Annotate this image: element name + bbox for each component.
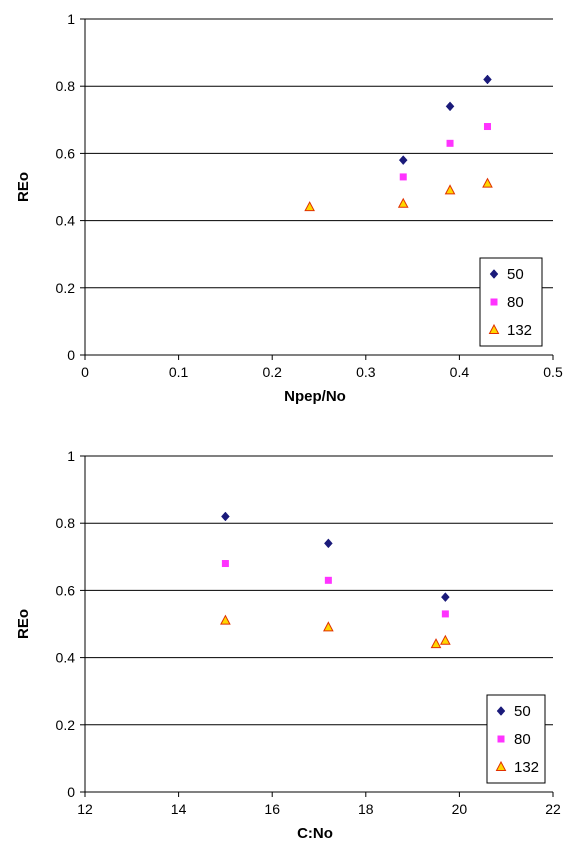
data-point-series-132 <box>440 634 451 645</box>
y-tick-label: 0.2 <box>56 717 76 733</box>
x-tick-label: 18 <box>358 801 374 817</box>
chart-bottom: 0 0.2 0.4 0.6 0.8 1 12 14 16 18 20 22 C:No REo 50 80 132 <box>15 448 561 842</box>
legend-marker-132 <box>488 323 500 334</box>
legend-label: 80 <box>507 294 524 311</box>
legend-marker-80 <box>490 298 498 306</box>
data-point-series-80 <box>324 576 332 584</box>
y-tick-label: 0.8 <box>56 515 76 531</box>
y-axis-label: REo <box>15 609 32 639</box>
legend-label: 132 <box>507 322 532 339</box>
x-tick-label: 14 <box>171 801 187 817</box>
data-point-series-132 <box>323 621 334 632</box>
data-point-series-80 <box>441 610 449 618</box>
data-point-series-132 <box>304 201 315 212</box>
x-axis-label: C:No <box>297 825 333 842</box>
x-tick-label: 0.4 <box>450 364 470 380</box>
y-tick-label: 0 <box>67 784 75 800</box>
y-axis-label: REo <box>15 172 32 202</box>
data-point-series-50 <box>441 592 450 602</box>
data-point-series-132 <box>430 638 442 649</box>
y-tick-label: 0.4 <box>56 650 76 666</box>
y-tick-label: 0.4 <box>56 213 76 229</box>
legend-label: 132 <box>514 759 539 776</box>
y-tick-label: 1 <box>67 11 75 27</box>
data-point-series-50 <box>445 101 455 112</box>
data-point-series-50 <box>398 155 408 165</box>
x-tick-label: 0.5 <box>543 364 563 380</box>
y-tick-label: 0 <box>67 347 75 363</box>
legend: 50 80 132 <box>486 694 546 784</box>
data-point-series-50 <box>324 538 333 549</box>
legend-label: 50 <box>514 703 531 720</box>
y-tick-label: 0.8 <box>56 78 76 94</box>
x-tick-label: 16 <box>264 801 280 817</box>
x-tick-label: 0.3 <box>356 364 376 380</box>
data-point-series-50 <box>483 74 492 85</box>
x-tick-label: 0.1 <box>169 364 189 380</box>
x-tick-label: 22 <box>545 801 561 817</box>
data-point-series-132 <box>220 614 231 625</box>
y-tick-label: 1 <box>67 448 75 464</box>
legend-box <box>486 694 546 784</box>
legend-label: 80 <box>514 731 531 748</box>
y-tick-label: 0.2 <box>56 280 76 296</box>
data-point-series-80 <box>221 560 229 568</box>
legend-marker-80 <box>497 735 505 743</box>
legend: 50 80 132 <box>479 257 543 347</box>
data-point-series-50 <box>221 511 230 522</box>
data-point-series-132 <box>482 177 493 188</box>
data-point-series-132 <box>444 184 456 195</box>
y-tick-label: 0.6 <box>56 582 76 598</box>
data-point-series-80 <box>446 139 454 147</box>
data-point-series-80 <box>399 173 407 181</box>
legend-marker-50 <box>489 269 499 279</box>
x-tick-label: 20 <box>452 801 468 817</box>
data-point-series-132 <box>397 197 409 208</box>
x-tick-label: 0 <box>81 364 89 380</box>
chart-top: 0 0.2 0.4 0.6 0.8 1 0 0.1 0.2 0.3 0.4 0.5 Npep/No REo… <box>15 11 563 405</box>
x-tick-label: 0.2 <box>262 364 282 380</box>
legend-label: 50 <box>507 266 524 283</box>
y-tick-label: 0.6 <box>56 145 76 161</box>
x-tick-label: 12 <box>77 801 93 817</box>
legend-marker-50 <box>496 706 506 716</box>
data-point-series-80 <box>483 123 491 131</box>
x-axis-label: Npep/No <box>284 388 346 405</box>
legend-marker-132 <box>495 760 507 771</box>
